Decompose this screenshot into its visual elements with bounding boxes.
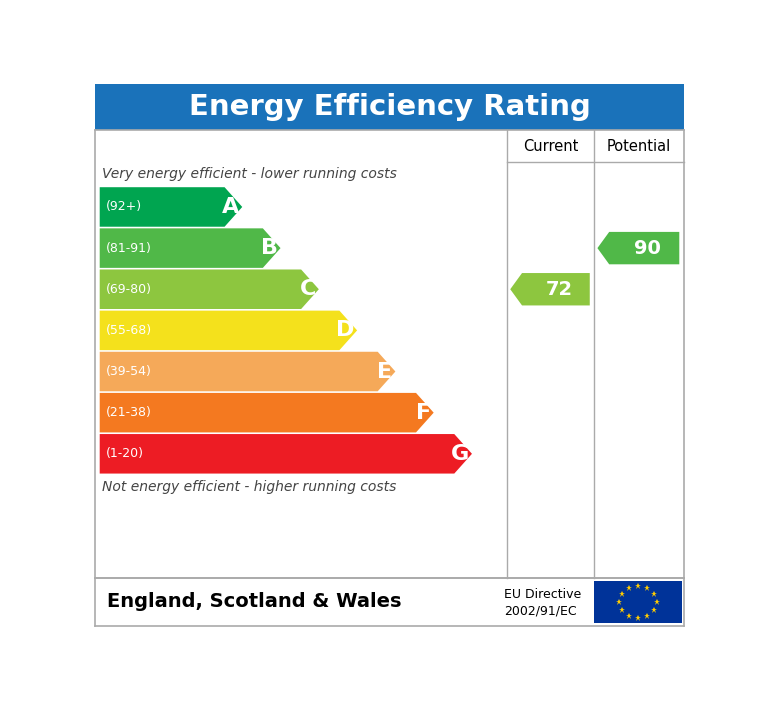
Text: A: A (222, 197, 239, 217)
Text: (92+): (92+) (106, 200, 141, 214)
Text: C: C (299, 279, 316, 299)
Text: (81-91): (81-91) (106, 242, 151, 254)
Text: (55-68): (55-68) (106, 324, 152, 337)
Text: England, Scotland & Wales: England, Scotland & Wales (106, 593, 401, 612)
Text: Not energy efficient - higher running costs: Not energy efficient - higher running co… (102, 479, 397, 494)
Polygon shape (100, 269, 319, 309)
Text: 72: 72 (545, 280, 572, 299)
Polygon shape (100, 187, 242, 227)
Polygon shape (100, 228, 280, 268)
Text: (69-80): (69-80) (106, 283, 151, 296)
Text: Very energy efficient - lower running costs: Very energy efficient - lower running co… (102, 167, 397, 181)
Text: D: D (336, 321, 354, 340)
Text: F: F (416, 403, 431, 423)
Text: (39-54): (39-54) (106, 365, 151, 378)
Polygon shape (510, 273, 590, 305)
Text: E: E (377, 361, 392, 382)
Bar (95, 84, 684, 130)
Polygon shape (597, 232, 679, 264)
Text: 90: 90 (634, 238, 660, 257)
Bar (594, 581, 682, 623)
Text: 2002/91/EC: 2002/91/EC (505, 604, 577, 617)
Polygon shape (100, 393, 434, 432)
Text: (21-38): (21-38) (106, 406, 151, 419)
Text: Energy Efficiency Rating: Energy Efficiency Rating (188, 93, 591, 122)
Text: Potential: Potential (607, 138, 671, 153)
Polygon shape (100, 352, 395, 392)
Text: G: G (451, 444, 469, 464)
Polygon shape (100, 434, 472, 474)
Polygon shape (100, 311, 357, 350)
Text: Current: Current (523, 138, 578, 153)
Text: EU Directive: EU Directive (505, 588, 581, 601)
Text: (1-20): (1-20) (106, 447, 144, 460)
Text: B: B (261, 238, 277, 258)
